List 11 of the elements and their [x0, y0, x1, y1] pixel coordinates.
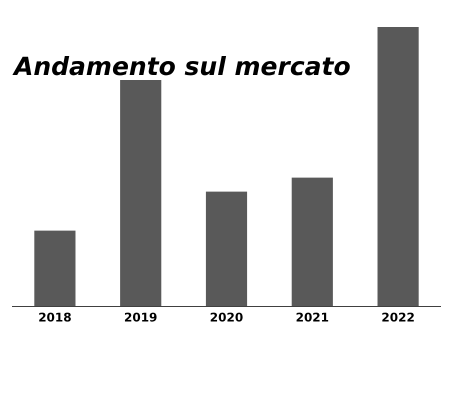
x-tick-label: 2018 [38, 310, 72, 324]
bar [206, 192, 248, 306]
x-tick-label: 2021 [296, 310, 330, 324]
bar [120, 80, 162, 306]
x-tick-label: 2019 [124, 310, 158, 324]
x-tick-label: 2022 [381, 310, 415, 324]
bar [34, 230, 76, 306]
x-tick-label: 2020 [210, 310, 244, 324]
bar [378, 27, 419, 306]
text: Andamento sul mercato [12, 52, 351, 81]
bar [292, 178, 333, 306]
